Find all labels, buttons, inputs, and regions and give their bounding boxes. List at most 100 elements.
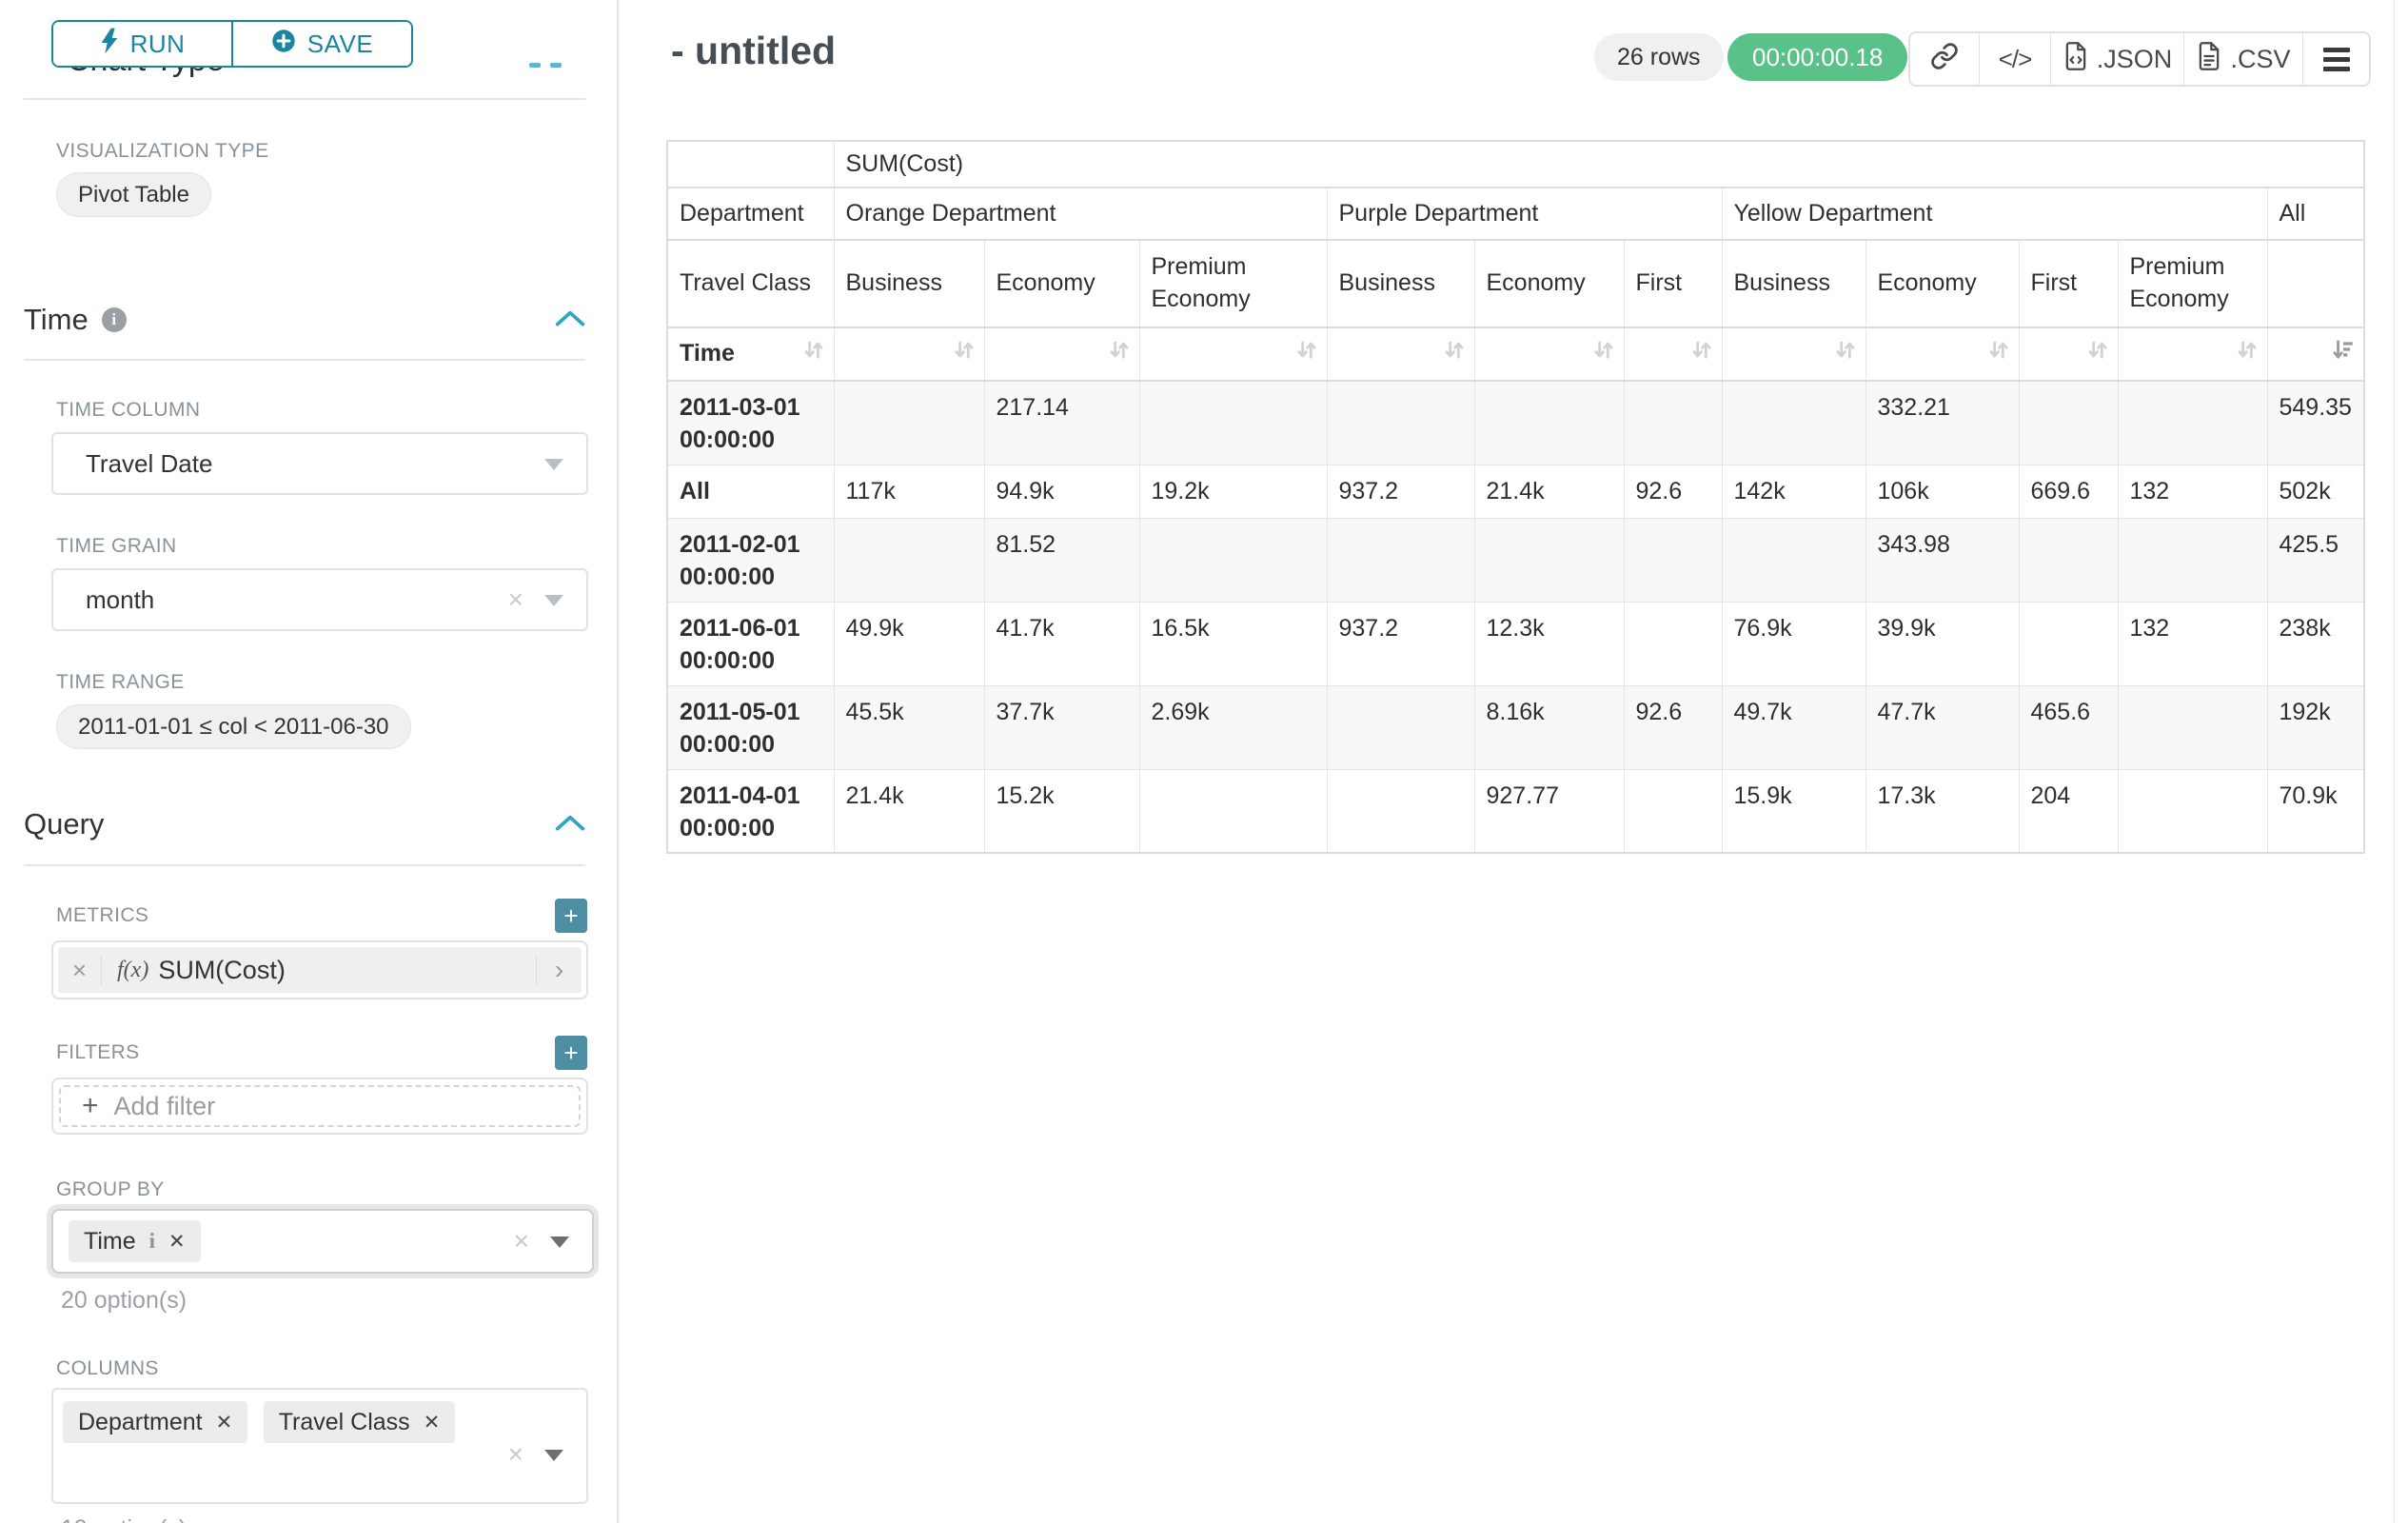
pivot-cell: 204 xyxy=(2018,769,2118,854)
sort-header[interactable] xyxy=(1138,327,1327,382)
time-sort-header[interactable]: Time xyxy=(666,327,834,382)
pivot-cell: 15.2k xyxy=(983,769,1139,854)
pivot-cell xyxy=(1326,518,1474,603)
chevron-up-icon[interactable] xyxy=(555,813,585,837)
pivot-cell: 192k xyxy=(2266,685,2364,770)
pivot-cell: 21.4k xyxy=(833,769,984,854)
dept-group-header: All xyxy=(2266,188,2364,241)
chevron-up-icon[interactable] xyxy=(555,308,585,332)
table-row: 2011-03-01 00:00:00 217.14 332.21 549.35 xyxy=(666,381,2364,465)
class-header: First xyxy=(1623,240,1722,328)
sort-header[interactable] xyxy=(1473,327,1624,382)
sort-header[interactable] xyxy=(1623,327,1722,382)
more-options-button[interactable] xyxy=(2302,33,2369,85)
metric-header-row: SUM(Cost) xyxy=(666,141,2364,188)
sort-arrows-icon xyxy=(1107,338,1132,371)
remove-chip-icon[interactable]: ✕ xyxy=(423,1411,441,1434)
info-icon: i xyxy=(101,307,127,332)
view-query-button[interactable]: </> xyxy=(1979,33,2050,85)
metric-pill[interactable]: × f(x) SUM(Cost) › xyxy=(58,947,582,993)
group-by-label: GROUP BY xyxy=(56,1178,165,1200)
sort-header[interactable] xyxy=(2018,327,2118,382)
code-icon: </> xyxy=(1998,44,2033,73)
sort-header[interactable] xyxy=(1721,327,1865,382)
pivot-cell xyxy=(1623,518,1722,603)
pivot-cell: 16.5k xyxy=(1138,602,1327,686)
function-icon: f(x) xyxy=(117,957,149,982)
pivot-cell: 41.7k xyxy=(983,602,1139,686)
add-filter-plus-button[interactable]: + xyxy=(555,1036,587,1070)
time-column-label: TIME COLUMN xyxy=(56,399,201,421)
pivot-cell: 49.9k xyxy=(833,602,984,686)
chart-title[interactable]: - untitled xyxy=(671,29,837,72)
pivot-cell xyxy=(2018,602,2118,686)
columns-chip-department[interactable]: Department ✕ xyxy=(63,1401,248,1443)
pivot-cell xyxy=(833,381,984,465)
pivot-cell: 927.77 xyxy=(1473,769,1624,854)
hamburger-menu-icon xyxy=(2322,47,2350,71)
pivot-cell xyxy=(1473,381,1624,465)
group-by-chip-time[interactable]: Time i ✕ xyxy=(69,1220,201,1262)
sort-arrows-icon xyxy=(1689,338,1714,371)
plus-icon: + xyxy=(82,1090,99,1121)
row-count-badge: 26 rows xyxy=(1594,33,1724,81)
remove-chip-icon[interactable]: ✕ xyxy=(168,1230,186,1253)
group-by-select[interactable]: Time i ✕ × xyxy=(51,1209,594,1274)
file-text-icon xyxy=(2196,41,2222,78)
columns-select[interactable]: Department ✕ Travel Class ✕ × xyxy=(51,1388,588,1504)
viz-type-pill[interactable]: Pivot Table xyxy=(56,172,211,217)
chevron-right-icon[interactable]: › xyxy=(536,955,582,985)
time-section-header: Time i xyxy=(24,303,585,337)
filters-box: + Add filter xyxy=(51,1078,588,1135)
pivot-cell: 669.6 xyxy=(2018,465,2118,519)
pivot-cell: 549.35 xyxy=(2266,381,2364,465)
export-csv-button[interactable]: .CSV xyxy=(2183,33,2302,85)
export-json-button[interactable]: .JSON xyxy=(2050,33,2183,85)
run-button[interactable]: RUN xyxy=(53,22,231,66)
save-button[interactable]: SAVE xyxy=(231,22,411,66)
clear-icon[interactable]: × xyxy=(507,1439,523,1469)
scrolled-element-fragment xyxy=(529,63,541,68)
time-grain-label: TIME GRAIN xyxy=(56,535,177,557)
class-header: Economy xyxy=(1865,240,2019,328)
remove-metric-icon[interactable]: × xyxy=(58,955,102,985)
clear-icon[interactable]: × xyxy=(507,584,523,614)
pivot-cell: 343.98 xyxy=(1865,518,2019,603)
pivot-cell xyxy=(1623,381,1722,465)
table-row: 2011-04-01 00:00:00 21.4k 15.2k 927.77 15.9k… xyxy=(666,769,2364,854)
file-code-icon xyxy=(2063,41,2089,78)
pivot-cell: 217.14 xyxy=(983,381,1139,465)
remove-chip-icon[interactable]: ✕ xyxy=(215,1411,233,1434)
sort-header[interactable] xyxy=(833,327,984,382)
pivot-cell: 92.6 xyxy=(1623,685,1722,770)
table-row: 2011-02-01 00:00:00 81.52 343.98 425.5 xyxy=(666,518,2364,603)
columns-chip-travel-class[interactable]: Travel Class ✕ xyxy=(263,1401,456,1443)
pivot-cell: 2.69k xyxy=(1138,685,1327,770)
time-grain-select[interactable]: month × xyxy=(51,568,588,631)
add-metric-button[interactable]: + xyxy=(555,899,587,933)
sort-desc-header[interactable] xyxy=(2266,327,2364,382)
pivot-cell xyxy=(1138,381,1327,465)
metric-header-cell: SUM(Cost) xyxy=(833,141,2364,188)
pivot-cell: 425.5 xyxy=(2266,518,2364,603)
time-column-select[interactable]: Travel Date xyxy=(51,432,588,495)
pivot-cell xyxy=(2117,769,2267,854)
filters-label: FILTERS xyxy=(56,1041,140,1063)
sort-arrows-icon xyxy=(1442,338,1467,371)
sort-header[interactable] xyxy=(983,327,1139,382)
pivot-cell: 15.9k xyxy=(1721,769,1865,854)
sort-header[interactable] xyxy=(1326,327,1474,382)
share-link-button[interactable] xyxy=(1910,33,1979,85)
pivot-cell: 332.21 xyxy=(1865,381,2019,465)
add-filter-button[interactable]: + Add filter xyxy=(59,1085,581,1127)
time-range-pill[interactable]: 2011-01-01 ≤ col < 2011-06-30 xyxy=(56,704,411,749)
section-divider xyxy=(24,359,585,361)
sort-header[interactable] xyxy=(2117,327,2267,382)
pivot-row-label: 2011-05-01 00:00:00 xyxy=(666,685,834,770)
scrolled-element-fragment xyxy=(550,63,562,68)
class-header xyxy=(2266,240,2364,328)
dept-group-header: Purple Department xyxy=(1326,188,1722,241)
clear-icon[interactable]: × xyxy=(513,1226,529,1256)
pivot-cell: 8.16k xyxy=(1473,685,1624,770)
sort-header[interactable] xyxy=(1865,327,2019,382)
